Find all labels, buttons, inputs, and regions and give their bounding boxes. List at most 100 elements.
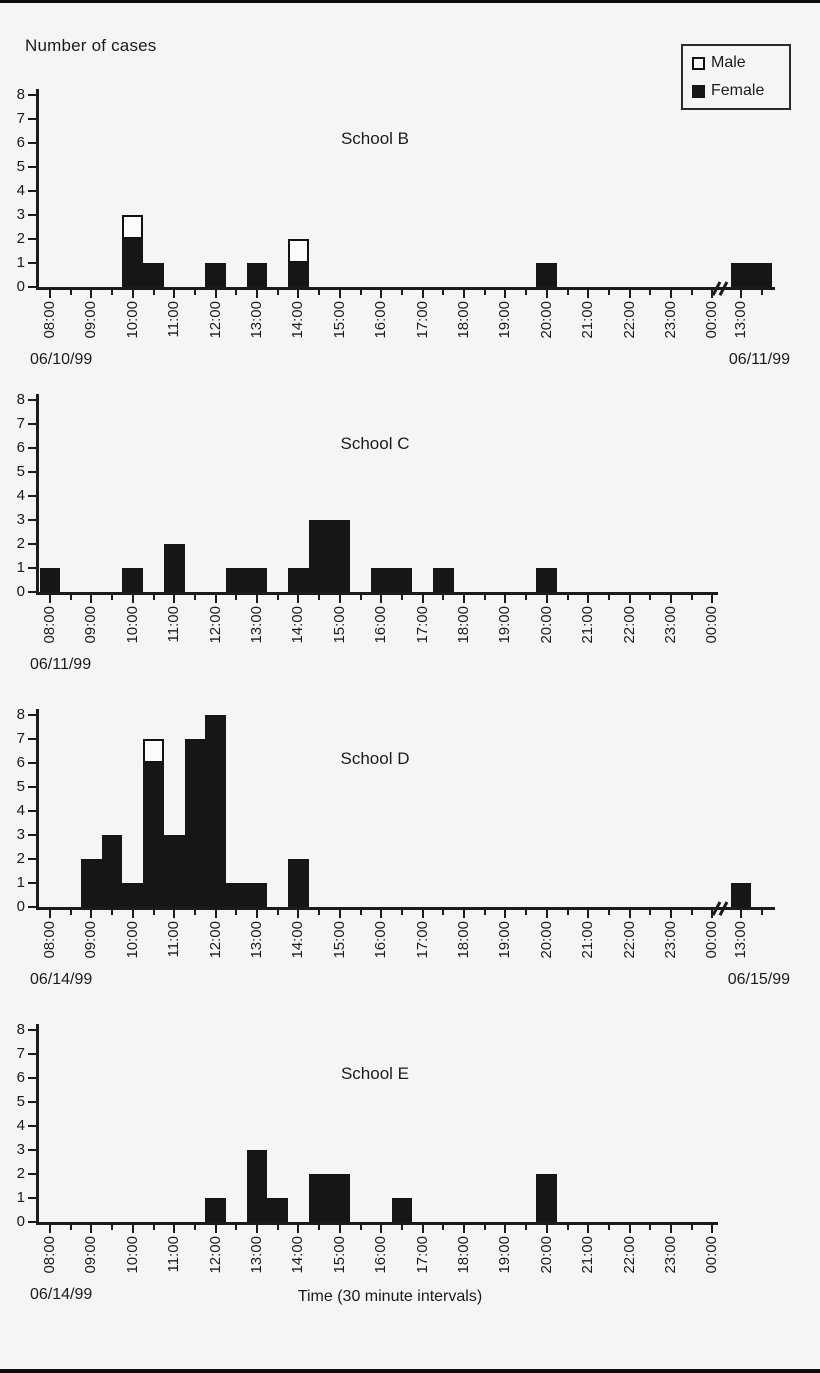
y-tick-label: 4 bbox=[16, 487, 25, 504]
x-tick-label: 00:00 bbox=[703, 301, 721, 339]
chart-title: School C bbox=[340, 434, 410, 453]
x-axis bbox=[36, 907, 775, 910]
x-tick bbox=[131, 1225, 134, 1233]
x-tick-label: 13:00 bbox=[248, 301, 265, 339]
x-tick-label: 16:00 bbox=[372, 606, 390, 644]
x-tick-label: 22:00 bbox=[620, 921, 638, 959]
x-tick-label: 11:00 bbox=[165, 301, 183, 338]
y-tick-label: 1 bbox=[16, 1189, 25, 1206]
x-tick-label: 21:00 bbox=[579, 301, 597, 339]
y-tick-label: 3 bbox=[16, 206, 25, 223]
x-tick bbox=[463, 1225, 465, 1233]
legend-item-male: Male bbox=[692, 54, 780, 72]
x-tick-label: 17:00 bbox=[413, 301, 431, 339]
legend: Male Female bbox=[681, 44, 791, 110]
y-tick-label: 6 bbox=[16, 754, 25, 771]
x-tick-label: 15:00 bbox=[330, 1236, 348, 1274]
x-tick bbox=[214, 1225, 217, 1233]
bar-female-segment bbox=[122, 239, 144, 287]
x-tick bbox=[587, 1225, 590, 1233]
y-tick-label: 1 bbox=[16, 254, 25, 271]
y-tick-label: 4 bbox=[16, 182, 25, 199]
bar-female-segment bbox=[536, 263, 558, 287]
y-tick bbox=[28, 495, 36, 497]
chart-school-d: 0 1 2 3 4 5 6 7 8 08:00 09:00 10:00 11:00 12:00 13:00 1… bbox=[0, 705, 820, 1005]
x-tick bbox=[338, 290, 341, 298]
chart-title: School E bbox=[340, 1064, 410, 1083]
y-tick-label: 5 bbox=[16, 158, 25, 175]
x-tick bbox=[504, 1225, 507, 1233]
x-tick-label: 00:00 bbox=[703, 1236, 721, 1274]
x-tick bbox=[400, 595, 403, 600]
x-tick bbox=[49, 290, 51, 298]
bar-female-segment bbox=[122, 883, 144, 907]
bar-female-segment bbox=[184, 739, 206, 907]
y-tick bbox=[28, 762, 36, 764]
date-label-end: 06/11/99 bbox=[728, 351, 790, 368]
y-axis-title: Number of cases bbox=[25, 36, 157, 55]
bar-female-segment bbox=[246, 568, 268, 592]
x-tick bbox=[380, 1225, 383, 1233]
x-tick bbox=[49, 910, 51, 918]
bar-female-segment bbox=[329, 1174, 351, 1222]
y-tick bbox=[28, 1077, 36, 1079]
y-tick bbox=[28, 906, 36, 908]
bar-male-segment bbox=[288, 239, 309, 263]
chart-school-c: 0 1 2 3 4 5 6 7 8 08:00 09:00 10:00 11:00 12:00 13:00 1… bbox=[0, 390, 820, 690]
x-tick bbox=[90, 910, 93, 918]
bar-female-segment bbox=[391, 568, 413, 592]
bar-female-segment bbox=[163, 835, 185, 907]
x-tick bbox=[297, 595, 300, 603]
x-axis bbox=[36, 1222, 718, 1225]
y-axis bbox=[36, 709, 39, 910]
y-tick-label: 8 bbox=[16, 1021, 25, 1038]
x-tick bbox=[525, 290, 528, 295]
bar-female-segment bbox=[205, 715, 226, 907]
y-tick-label: 8 bbox=[16, 86, 25, 103]
x-tick-label: 13:00 bbox=[732, 301, 749, 339]
y-tick bbox=[28, 738, 36, 740]
chart-title: School D bbox=[340, 749, 410, 768]
x-tick-label: 21:00 bbox=[579, 921, 597, 959]
x-tick-label: 08:00 bbox=[41, 606, 58, 644]
x-tick-label: 13:00 bbox=[248, 606, 265, 644]
date-label-start: 06/14/99 bbox=[30, 1286, 93, 1303]
x-tick bbox=[483, 290, 486, 295]
y-tick bbox=[28, 1197, 36, 1199]
x-tick-label: 20:00 bbox=[537, 606, 555, 644]
x-tick bbox=[670, 1225, 672, 1233]
y-tick-label: 2 bbox=[16, 1165, 25, 1182]
x-tick-label: 09:00 bbox=[82, 606, 100, 644]
x-tick bbox=[131, 910, 134, 918]
bar-female-segment bbox=[308, 1174, 330, 1222]
x-tick bbox=[214, 595, 217, 603]
x-axis-title: Time (30 minute intervals) bbox=[297, 1288, 483, 1305]
y-tick bbox=[28, 1053, 36, 1055]
bar-female-segment bbox=[536, 1174, 558, 1222]
y-tick bbox=[28, 1149, 36, 1151]
x-tick bbox=[193, 595, 196, 600]
x-tick bbox=[380, 910, 383, 918]
x-tick bbox=[111, 1225, 114, 1230]
y-tick-label: 3 bbox=[16, 1141, 25, 1158]
x-tick bbox=[338, 595, 341, 603]
x-tick bbox=[649, 910, 652, 915]
x-tick-label: 17:00 bbox=[413, 1236, 431, 1274]
x-tick-label: 16:00 bbox=[372, 301, 390, 339]
y-tick bbox=[28, 190, 36, 192]
x-tick-label: 11:00 bbox=[165, 1236, 183, 1273]
bar-female-segment bbox=[730, 883, 752, 907]
bar-female-segment bbox=[730, 263, 752, 287]
x-tick bbox=[690, 910, 693, 915]
x-tick bbox=[193, 1225, 196, 1230]
y-tick bbox=[28, 142, 36, 144]
x-tick-label: 20:00 bbox=[537, 1236, 555, 1274]
x-tick bbox=[276, 595, 279, 600]
x-tick-label: 00:00 bbox=[703, 921, 721, 959]
x-tick-label: 14:00 bbox=[289, 921, 307, 959]
x-tick bbox=[525, 1225, 528, 1230]
bar-female-segment bbox=[432, 568, 454, 592]
x-tick-label: 10:00 bbox=[123, 606, 141, 644]
y-tick bbox=[28, 882, 36, 884]
y-tick bbox=[28, 238, 36, 240]
